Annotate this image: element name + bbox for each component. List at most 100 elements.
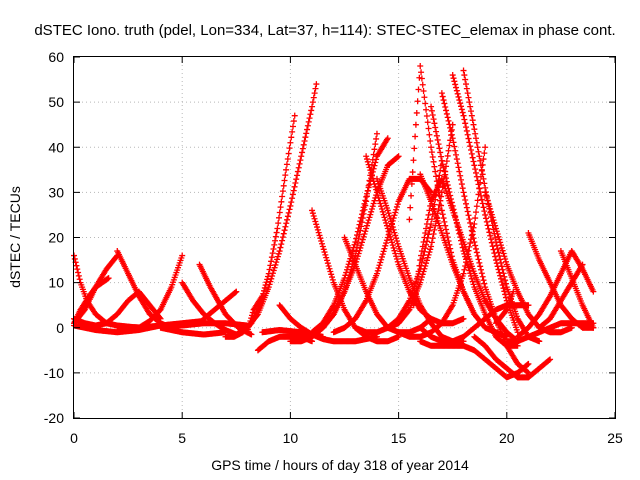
data-point [425,251,432,258]
data-point [288,134,295,141]
data-point [417,63,424,70]
data-point [304,122,311,129]
data-point [325,262,332,269]
data-point [360,233,367,240]
data-point [481,150,488,157]
data-point [482,211,489,218]
data-point [274,253,281,260]
data-point [444,152,451,159]
data-point [314,224,321,231]
data-point [270,267,277,274]
data-point [383,219,390,226]
y-tick-labels: -20 -10 0 10 20 30 40 50 60 [44,49,64,426]
data-point [421,234,428,241]
data-point [382,217,389,224]
data-point [392,232,399,239]
data-point [418,252,425,259]
data-point [392,250,399,257]
data-point [432,124,439,131]
data-point [364,158,371,165]
data-point [473,245,480,252]
data-point [361,231,368,238]
data-point [497,275,504,282]
data-point [499,247,506,254]
data-point [448,131,455,138]
y-tick-label: 30 [48,184,64,200]
data-point [321,249,328,256]
data-point [502,294,509,301]
data-point [479,171,486,178]
data-point [329,274,336,281]
data-point [268,275,275,282]
data-point [315,229,322,236]
data-point [394,258,401,265]
data-point [460,112,467,119]
data-point [278,241,285,248]
data-point [497,242,504,249]
data-point [500,270,507,277]
data-point [284,216,291,223]
data-point [357,244,364,251]
data-series [319,153,402,331]
data-point [445,147,452,154]
data-point [441,100,448,107]
data-point [248,315,255,322]
data-point [432,168,439,175]
data-point [280,230,287,237]
data-point [449,135,456,142]
data-point [289,123,296,130]
data-point [261,284,268,291]
data-point [314,226,321,233]
data-point [426,227,433,234]
data-point [412,133,419,140]
data-point [458,176,465,183]
data-point [343,266,350,273]
x-tick-label: 15 [391,430,407,446]
data-point [388,218,395,225]
data-point [378,203,385,210]
data-point [291,112,298,119]
data-point [287,139,294,146]
data-point [448,128,455,135]
data-point [380,248,387,255]
data-point [385,210,392,217]
data-point [323,254,330,261]
data-point [308,107,315,114]
data-point [433,128,440,135]
data-point [466,267,473,274]
data-point [300,141,307,148]
data-point [462,197,469,204]
data-point [412,290,419,297]
data-point [279,193,286,200]
data-point [412,121,419,128]
data-point [358,242,365,249]
data-point [426,131,433,138]
data-point [309,207,316,214]
data-point [452,81,459,88]
data-point [272,261,279,268]
data-point [283,220,290,227]
data-point [463,200,470,207]
data-point [502,277,509,284]
data-point [491,250,498,257]
data-point [366,214,373,221]
data-point [368,208,375,215]
data-point [496,236,503,243]
data-point [277,204,284,211]
data-point [345,261,352,268]
data-point [453,151,460,158]
data-point [269,270,276,277]
data-point [428,107,435,114]
data-point [310,212,317,219]
data-point [281,177,288,184]
y-tick-label: 50 [48,94,64,110]
data-point [319,243,326,250]
y-tick-label: -20 [44,410,64,426]
data-point [272,233,279,240]
data-point [465,212,472,219]
data-series [536,261,586,331]
data-point [490,246,497,253]
data-point [316,232,323,239]
data-point [440,164,447,171]
data-point [301,138,308,145]
